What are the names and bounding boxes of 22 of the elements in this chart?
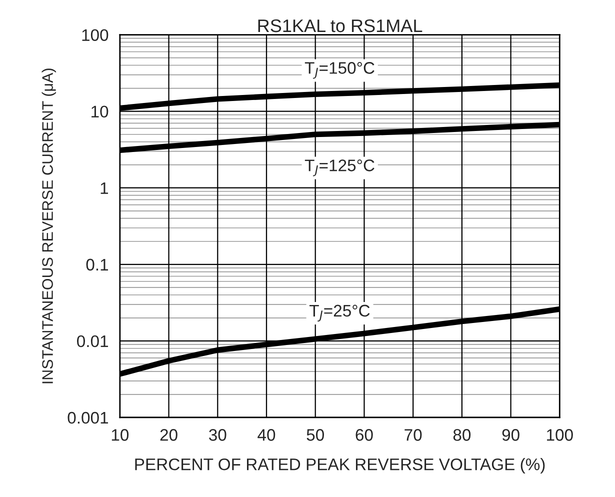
x-tick-label: 100 bbox=[547, 429, 573, 441]
x-tick-label: 10 bbox=[112, 429, 129, 441]
series-label: T$_{J}$=125°C bbox=[304, 160, 374, 176]
y-tick-label: 100 bbox=[82, 29, 108, 41]
x-tick-label: 30 bbox=[209, 429, 226, 441]
series-label: T$_{J}$=150°C bbox=[304, 62, 374, 79]
x-tick-label: 60 bbox=[356, 429, 373, 441]
x-tick-label: 50 bbox=[306, 429, 324, 441]
y-tick-label: 0.1 bbox=[86, 258, 108, 271]
x-tick-label: 80 bbox=[453, 429, 471, 441]
x-tick-label: 20 bbox=[160, 429, 178, 441]
y-tick-label: 1 bbox=[100, 182, 108, 194]
x-tick-label: 90 bbox=[502, 429, 520, 441]
chart-title: RS1KAL to RS1MAL bbox=[258, 19, 422, 32]
y-tick-label: 10 bbox=[92, 106, 108, 118]
series-label: T$_{J}$=25°C bbox=[309, 304, 370, 322]
x-axis-title: PERCENT OF RATED PEAK REVERSE VOLTAGE (%) bbox=[135, 458, 545, 474]
y-tick-label: 0.01 bbox=[77, 335, 108, 348]
y-tick-label: 0.001 bbox=[68, 412, 108, 424]
x-tick-label: 40 bbox=[258, 429, 276, 441]
y-axis-title: INSTANTANEOUS REVERSE CURRENT (μA) bbox=[42, 68, 56, 384]
x-tick-label: 70 bbox=[404, 429, 422, 441]
